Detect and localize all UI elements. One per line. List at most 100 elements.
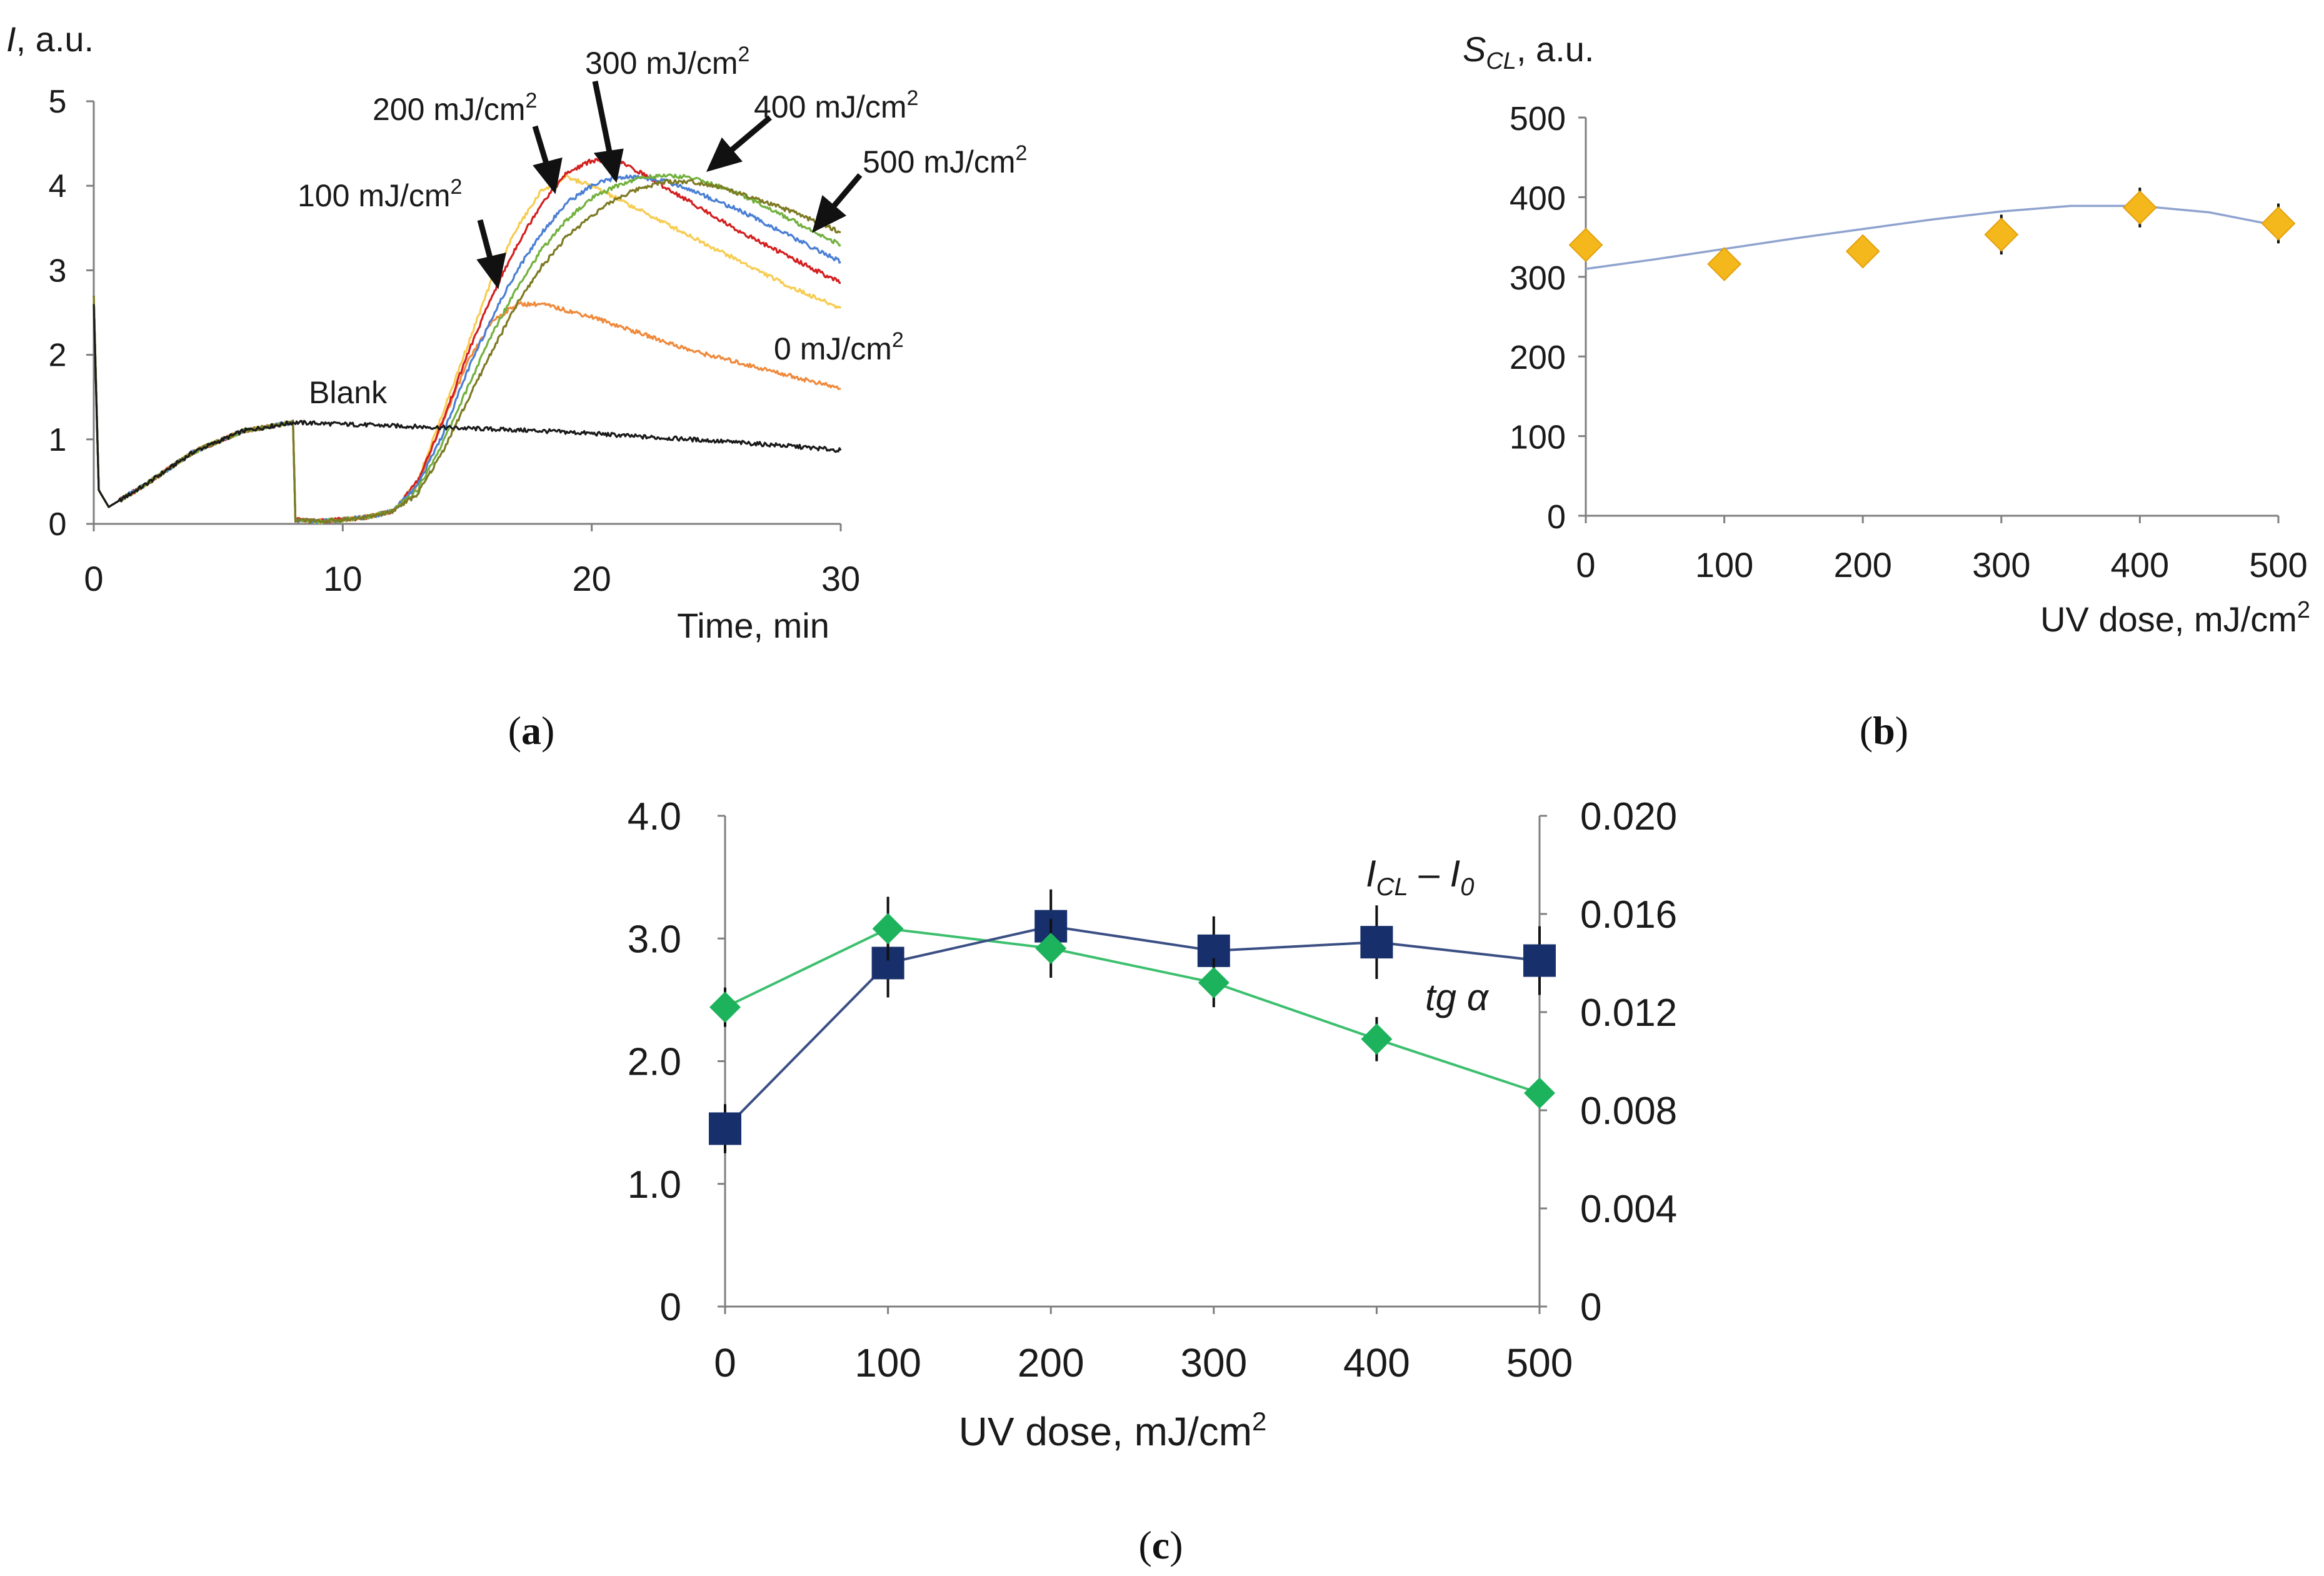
panel-c-x-tick-label: 500: [1506, 1340, 1573, 1385]
tg-alpha-data-point: [1035, 932, 1067, 964]
panel-a-y-tick-label: 3: [49, 253, 67, 289]
series-line-dose-100: [93, 174, 842, 524]
panel-c-right-y-tick-label: 0.004: [1580, 1188, 1677, 1231]
panel-c-right-y-tick-label: 0: [1580, 1286, 1601, 1329]
caption-c: (c): [1138, 1523, 1183, 1567]
panel-b-x-tick-label: 400: [2111, 545, 2169, 585]
panel-a-y-tick-label: 4: [49, 168, 67, 204]
panel-c-left-y-tick-label: 2.0: [628, 1041, 681, 1084]
arrow-500-head: [812, 194, 847, 233]
panel-b-y-tick-label: 100: [1510, 419, 1566, 456]
tg-alpha-data-point: [872, 913, 904, 945]
panel-b-y-tick-label: 0: [1547, 498, 1566, 536]
tg-alpha-series-label: tg α: [1425, 976, 1490, 1018]
panel-a-x-tick-label: 30: [821, 559, 860, 598]
panel-a-x-tick-label: 20: [573, 559, 611, 598]
panel-b-x-tick-label: 100: [1695, 545, 1753, 585]
panel-b-data: [1568, 188, 2296, 281]
panel-b-scl-chart: SCL, a.u. 0 100 200 300 400 500 0 100 200 300 400 5…: [1463, 29, 2310, 639]
panel-c-right-y-tick-label: 0.020: [1580, 795, 1677, 838]
arrow-400-shaft: [728, 115, 772, 154]
panel-b-data-point: [1845, 234, 1880, 269]
panel-c-x-tick-label: 200: [1018, 1340, 1084, 1385]
blank-curve-label: Blank: [309, 375, 388, 410]
panel-b-data-point: [2261, 206, 2296, 241]
panel-c-x-axis-label: UV dose, mJ/cm2: [959, 1407, 1267, 1454]
icl-minus-i0-line: [724, 925, 1540, 1130]
panel-a-y-axis-label: I, a.u.: [6, 19, 94, 59]
panel-a-y-tick-label: 5: [49, 84, 67, 120]
panel-a-x-axis-label: Time, min: [677, 606, 829, 645]
panel-a-x-tick-label: 0: [84, 559, 103, 598]
panel-b-data-point: [1707, 247, 1742, 281]
panel-c-right-y-tick-label: 0.016: [1580, 893, 1677, 936]
caption-a: (a): [508, 708, 555, 753]
tg-alpha-data-point: [1524, 1077, 1555, 1109]
panel-b-x-tick-label: 500: [2249, 545, 2307, 585]
icl-data-point: [1523, 944, 1556, 977]
tg-alpha-line: [724, 927, 1540, 1095]
panel-c-left-y-tick-label: 0: [660, 1286, 681, 1329]
panel-c-x-tick-label: 0: [714, 1340, 736, 1385]
panel-b-x-tick-label: 300: [1972, 545, 2030, 585]
series-line-dose-200: [93, 158, 841, 524]
panel-c-left-y-tick-label: 3.0: [628, 918, 681, 961]
icl-data-point: [709, 1112, 741, 1145]
panel-a-y-tick-label: 2: [49, 338, 67, 374]
panel-b-y-tick-label: 500: [1510, 100, 1566, 138]
panel-c-axes: [718, 815, 1547, 1314]
dose-400-curve-label: 400 mJ/cm2: [754, 86, 918, 124]
panel-b-fit-curve: [1585, 204, 2279, 270]
panel-c-left-y-tick-label: 1.0: [628, 1163, 681, 1207]
series-line-dose-0: [93, 295, 841, 524]
caption-b: (b): [1860, 708, 1908, 753]
panel-b-axes: [1578, 116, 2280, 523]
panel-c-right-y-tick-label: 0.012: [1580, 991, 1677, 1035]
arrow-400-head: [706, 137, 743, 172]
arrow-500-shaft: [830, 173, 863, 209]
dose-0-curve-label: 0 mJ/cm2: [774, 328, 904, 366]
panel-b-data-point: [1568, 228, 1603, 263]
dose-200-curve-label: 200 mJ/cm2: [373, 89, 537, 127]
panel-c-x-tick-label: 300: [1180, 1340, 1247, 1385]
panel-b-x-tick-label: 0: [1576, 545, 1595, 585]
arrow-100-head: [476, 252, 506, 289]
panel-b-x-tick-label: 200: [1833, 545, 1891, 585]
annotation-arrows: [476, 81, 863, 289]
panel-b-data-point: [1984, 217, 2019, 252]
panel-a-x-tick-label: 10: [323, 559, 362, 598]
arrow-300-head: [593, 148, 624, 183]
panel-c-x-tick-label: 400: [1343, 1340, 1410, 1385]
panel-a-tick-labels: 0 1 2 3 4 5 0 10 20 30: [49, 84, 861, 598]
tg-alpha-data-point: [1198, 966, 1230, 998]
panel-c-dual-axis-chart: 0 1.0 2.0 3.0 4.0 0 0.004 0.008 0.012 0.016 0.020 0…: [628, 795, 1677, 1454]
series-line-dose-500: [93, 179, 841, 524]
panel-b-y-tick-label: 200: [1510, 339, 1566, 376]
panel-b-y-tick-label: 400: [1510, 179, 1566, 217]
tg-alpha-data-point: [709, 991, 741, 1023]
dose-500-curve-label: 500 mJ/cm2: [863, 141, 1027, 179]
panel-c-left-y-tick-label: 4.0: [628, 795, 681, 838]
dose-100-curve-label: 100 mJ/cm2: [298, 175, 462, 213]
panel-a-y-tick-label: 0: [49, 506, 67, 543]
tg-alpha-data-point: [1361, 1023, 1393, 1055]
arrow-300-shaft: [592, 81, 613, 156]
panel-a-y-tick-label: 1: [49, 422, 67, 458]
arrow-200-head: [533, 157, 563, 194]
panel-c-right-y-tick-label: 0.008: [1580, 1090, 1677, 1133]
panel-b-y-axis-label: SCL, a.u.: [1463, 29, 1594, 74]
series-line-blank: [93, 304, 842, 508]
panel-c-x-tick-label: 100: [854, 1340, 921, 1385]
icl-data-point: [1360, 926, 1393, 959]
panel-b-data-point: [2122, 190, 2157, 225]
panel-b-tick-labels: 0 100 200 300 400 500 0 100 200 300 400 500: [1510, 100, 2308, 585]
arrow-100-shaft: [477, 219, 494, 264]
panel-b-x-axis-label: UV dose, mJ/cm2: [2040, 597, 2310, 639]
dose-300-curve-label: 300 mJ/cm2: [585, 43, 749, 81]
panel-c-tick-labels: 0 1.0 2.0 3.0 4.0 0 0.004 0.008 0.012 0.016 0.020 0…: [628, 795, 1677, 1385]
panel-c-series: [709, 889, 1556, 1153]
panel-b-y-tick-label: 300: [1510, 259, 1566, 297]
arrow-200-shaft: [532, 125, 551, 169]
panel-a-time-course-chart: I, a.u. 0 1 2 3 4 5 0 10 20 30 Time, min Blank 0 …: [6, 19, 1027, 645]
